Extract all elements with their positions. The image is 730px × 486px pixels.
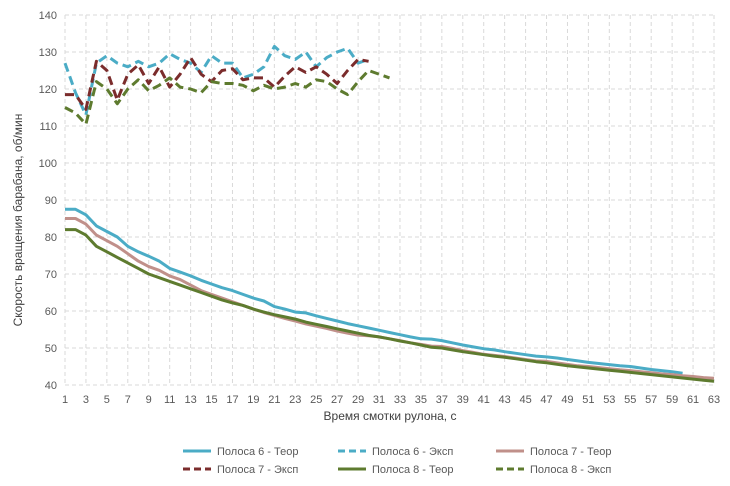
series-lines [63,44,715,383]
x-tick-label: 27 [331,394,343,406]
legend-label: Полоса 8 - Теор [372,464,453,476]
y-tick-label: 90 [45,195,57,207]
x-tick-label: 51 [582,394,594,406]
x-tick-label: 55 [624,394,636,406]
y-tick-label: 70 [45,269,57,281]
x-tick-label: 21 [268,394,280,406]
x-tick-label: 39 [457,394,469,406]
x-tick-label: 5 [104,394,110,406]
legend-label: Полоса 6 - Эксп [372,446,453,458]
x-tick-labels: 1 3 5 7 9 11 13 15 17 19 21 23 25 27 29 31 33 35 37 39 41 43 4… [62,394,720,406]
x-axis-label: Время смотки рулона, с [324,409,457,423]
y-tick-label: 40 [45,380,57,392]
x-tick-label: 23 [289,394,301,406]
x-tick-label: 3 [83,394,89,406]
x-tick-label: 15 [205,394,217,406]
series-line-4 [65,56,369,111]
y-tick-label: 130 [39,47,57,59]
x-tick-label: 57 [645,394,657,406]
x-tick-label: 43 [499,394,511,406]
x-tick-label: 1 [62,394,68,406]
x-tick-label: 33 [394,394,406,406]
x-tick-label: 9 [146,394,152,406]
grid [64,14,715,386]
x-tick-label: 45 [519,394,531,406]
series-line-2 [63,44,370,117]
series-line-1 [65,207,683,375]
y-tick-label: 60 [45,306,57,318]
x-tick-label: 19 [247,394,259,406]
y-tick-label: 120 [39,84,57,96]
legend-label: Полоса 6 - Теор [217,446,298,458]
legend-label: Полоса 7 - Теор [530,446,611,458]
x-tick-label: 31 [373,394,385,406]
y-axis-label: Скорость вращения барабана, об/мин [11,114,25,327]
series-line-5 [65,228,715,383]
x-tick-label: 11 [164,394,175,406]
x-tick-label: 29 [352,394,364,406]
legend-label: Полоса 8 - Эксп [530,464,611,476]
y-tick-label: 110 [39,121,57,133]
legend-label: Полоса 7 - Эксп [217,464,298,476]
legend: Полоса 6 - Теор Полоса 6 - Эксп Полоса 7 -… [183,446,611,476]
x-tick-label: 35 [415,394,427,406]
y-tick-label: 80 [45,232,57,244]
x-tick-label: 53 [603,394,615,406]
x-tick-label: 49 [561,394,573,406]
x-tick-label: 7 [125,394,131,406]
x-tick-label: 41 [478,394,490,406]
y-tick-label: 140 [39,10,57,22]
series-line-3 [65,217,715,380]
y-tick-label: 50 [45,343,57,355]
y-tick-label: 100 [39,158,57,170]
series-line-6 [64,69,390,126]
x-tick-label: 59 [666,394,678,406]
x-tick-label: 25 [310,394,322,406]
y-tick-labels: 40 50 60 70 80 90 100 110 120 130 140 [39,10,57,392]
x-tick-label: 61 [687,394,699,406]
x-tick-label: 47 [540,394,552,406]
x-tick-label: 13 [184,394,196,406]
x-tick-label: 37 [436,394,448,406]
x-tick-label: 17 [226,394,238,406]
x-tick-label: 63 [708,394,720,406]
